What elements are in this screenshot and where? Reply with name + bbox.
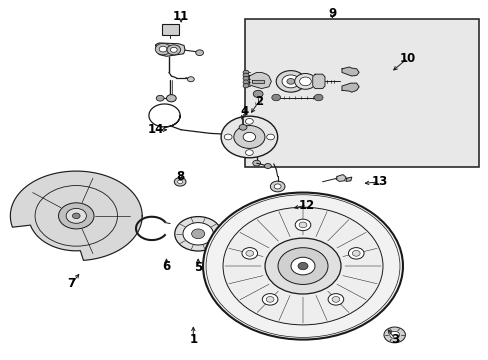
Circle shape [252, 160, 260, 166]
Circle shape [262, 294, 277, 305]
Circle shape [270, 181, 285, 192]
Circle shape [243, 70, 248, 75]
Text: 2: 2 [255, 95, 263, 108]
Circle shape [66, 208, 86, 223]
Text: 3: 3 [391, 333, 399, 346]
Text: 1: 1 [189, 333, 197, 346]
Polygon shape [345, 177, 351, 181]
Circle shape [203, 193, 402, 339]
Circle shape [159, 46, 166, 52]
Circle shape [297, 262, 307, 270]
Circle shape [294, 73, 316, 89]
Circle shape [243, 76, 248, 81]
Circle shape [170, 47, 177, 52]
Circle shape [245, 251, 253, 256]
Text: 11: 11 [173, 10, 189, 23]
Text: 8: 8 [176, 170, 184, 183]
Circle shape [239, 125, 246, 130]
Polygon shape [10, 171, 142, 260]
Circle shape [221, 116, 277, 158]
Text: 13: 13 [371, 175, 387, 188]
Text: 10: 10 [399, 51, 415, 64]
Circle shape [166, 45, 180, 55]
Circle shape [166, 95, 176, 102]
Circle shape [299, 222, 306, 228]
Circle shape [177, 180, 182, 184]
Circle shape [266, 134, 274, 140]
Text: 5: 5 [194, 261, 202, 274]
Circle shape [243, 84, 248, 88]
Circle shape [224, 134, 232, 140]
Circle shape [274, 184, 281, 189]
Polygon shape [341, 83, 358, 92]
Circle shape [331, 297, 339, 302]
Circle shape [187, 77, 194, 82]
Text: 6: 6 [162, 260, 170, 273]
Circle shape [352, 251, 360, 256]
Circle shape [264, 163, 271, 168]
Text: 12: 12 [298, 199, 314, 212]
Polygon shape [312, 74, 325, 89]
Circle shape [243, 132, 255, 141]
Text: 7: 7 [67, 278, 75, 291]
Text: 9: 9 [327, 7, 336, 20]
Circle shape [174, 177, 185, 186]
Text: 4: 4 [240, 105, 248, 118]
Circle shape [253, 90, 263, 98]
Circle shape [290, 257, 314, 275]
Circle shape [264, 238, 340, 294]
Polygon shape [335, 175, 345, 181]
Circle shape [243, 80, 248, 84]
Circle shape [286, 78, 294, 84]
Circle shape [282, 75, 299, 88]
Circle shape [174, 217, 221, 251]
Circle shape [265, 297, 273, 302]
Circle shape [191, 229, 204, 239]
Polygon shape [341, 67, 358, 76]
Circle shape [348, 248, 363, 259]
Bar [161, 24, 179, 36]
Circle shape [327, 294, 343, 305]
Circle shape [245, 150, 253, 156]
Text: 14: 14 [147, 123, 163, 136]
Circle shape [242, 248, 257, 259]
Circle shape [156, 95, 163, 101]
Circle shape [314, 94, 323, 101]
Circle shape [245, 118, 253, 124]
Circle shape [276, 71, 305, 92]
Circle shape [299, 77, 311, 86]
Circle shape [195, 50, 203, 55]
Circle shape [243, 73, 248, 77]
Circle shape [223, 207, 382, 325]
Circle shape [183, 222, 213, 245]
Circle shape [155, 43, 170, 55]
Circle shape [278, 248, 327, 284]
Polygon shape [156, 43, 184, 56]
Circle shape [59, 203, 94, 229]
Circle shape [383, 327, 405, 343]
Circle shape [295, 219, 310, 231]
Bar [245, 19, 478, 167]
Polygon shape [251, 80, 264, 83]
Circle shape [72, 213, 80, 219]
Circle shape [389, 331, 399, 338]
Circle shape [271, 94, 280, 101]
Circle shape [233, 126, 264, 148]
Polygon shape [249, 72, 271, 89]
